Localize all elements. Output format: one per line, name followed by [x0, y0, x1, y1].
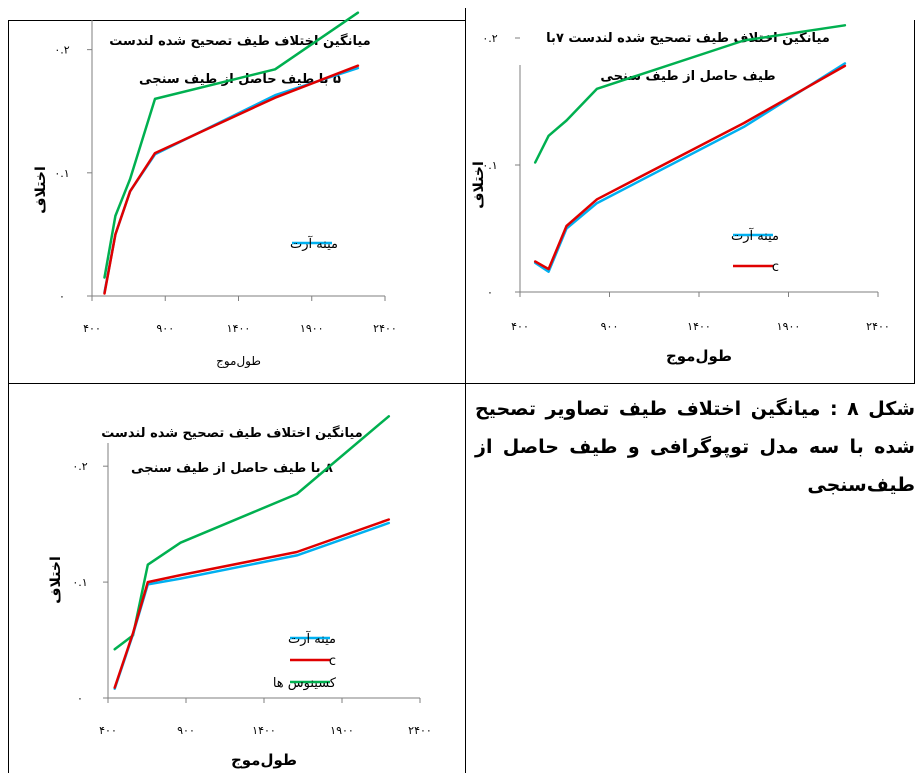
chart-title-line: میانگین اختلاف طیف تصحیح شده لندست ۷با [546, 30, 830, 46]
legend-label: کسینوس ها [273, 676, 337, 691]
series-line-0 [103, 11, 360, 279]
legend-label: c [329, 654, 336, 669]
x-tick-label: ۱۴۰۰ [227, 322, 251, 335]
y-axis-title: اختلاف [48, 556, 64, 604]
chart-title-line: ۸ با طیف حاصل از طیف سنجی [131, 461, 333, 476]
y-tick-label: ۰.۲ [54, 44, 69, 57]
series-line-0 [113, 415, 391, 651]
y-tick-label: ۰.۲ [482, 32, 497, 45]
series-line-2 [533, 64, 847, 271]
x-tick-label: ۱۹۰۰ [777, 320, 801, 333]
legend-label: مینه آرت [290, 235, 338, 252]
x-tick-label: ۲۴۰۰ [866, 320, 890, 333]
y-tick-label: ۰ [487, 286, 493, 299]
chart-title-line: ۵ با طیف حاصل از طیف سنجی [139, 72, 341, 87]
figure-caption: شکل ۸ : میانگین اختلاف طیف تصاویر تصحیح … [475, 398, 916, 496]
series-line-2 [113, 518, 391, 689]
chart-title-line: طیف حاصل از طیف سنجی [600, 69, 775, 84]
y-tick-label: ۰.۱ [482, 159, 497, 172]
x-tick-label: ۱۹۰۰ [300, 322, 324, 335]
x-tick-label: ۲۴۰۰ [408, 724, 432, 737]
frame-left [8, 20, 9, 773]
y-axis-title: اختلاف [33, 166, 49, 214]
frame-middle-horizontal [8, 383, 915, 384]
x-tick-label: ۱۴۰۰ [687, 320, 711, 333]
x-tick-label: ۲۴۰۰ [373, 322, 397, 335]
y-tick-label: ۰.۱ [54, 167, 69, 180]
y-tick-label: ۰.۱ [72, 576, 87, 589]
legend-label: مینه آرت [288, 630, 336, 647]
y-tick-label: ۰.۲ [72, 460, 87, 473]
x-tick-label: ۹۰۰ [177, 724, 195, 737]
frame-middle-vertical [465, 20, 466, 773]
x-tick-label: ۱۹۰۰ [330, 724, 354, 737]
y-tick-label: ۰ [59, 290, 65, 303]
chart-title-line: میانگین اختلاف طیف تصحیح شده لندست [101, 425, 362, 441]
x-axis-title: طول‌موج [216, 354, 261, 369]
legend-label: c [772, 260, 779, 275]
series-line-0 [533, 24, 847, 164]
x-tick-label: ۹۰۰ [601, 320, 619, 333]
x-tick-label: ۴۰۰ [83, 322, 101, 335]
chart-title-line: میانگین اختلاف طیف تصحیح شده لندست [109, 33, 370, 49]
x-axis-title: طول‌موج [666, 347, 732, 365]
x-tick-label: ۴۰۰ [511, 320, 529, 333]
y-axis-title: اختلاف [471, 161, 487, 209]
series-line-1 [113, 521, 391, 690]
series-line-2 [103, 64, 360, 295]
x-tick-label: ۱۴۰۰ [252, 724, 276, 737]
x-tick-label: ۴۰۰ [99, 724, 117, 737]
frame-top-horizontal [8, 20, 465, 21]
series-line-1 [103, 66, 360, 294]
frame-top [465, 8, 466, 20]
legend-label: مینه آرت [731, 227, 779, 244]
frame-right [914, 20, 915, 383]
x-tick-label: ۹۰۰ [156, 322, 174, 335]
series-line-1 [533, 62, 847, 273]
y-tick-label: ۰ [77, 692, 83, 705]
x-axis-title: طول‌موج [231, 751, 297, 769]
